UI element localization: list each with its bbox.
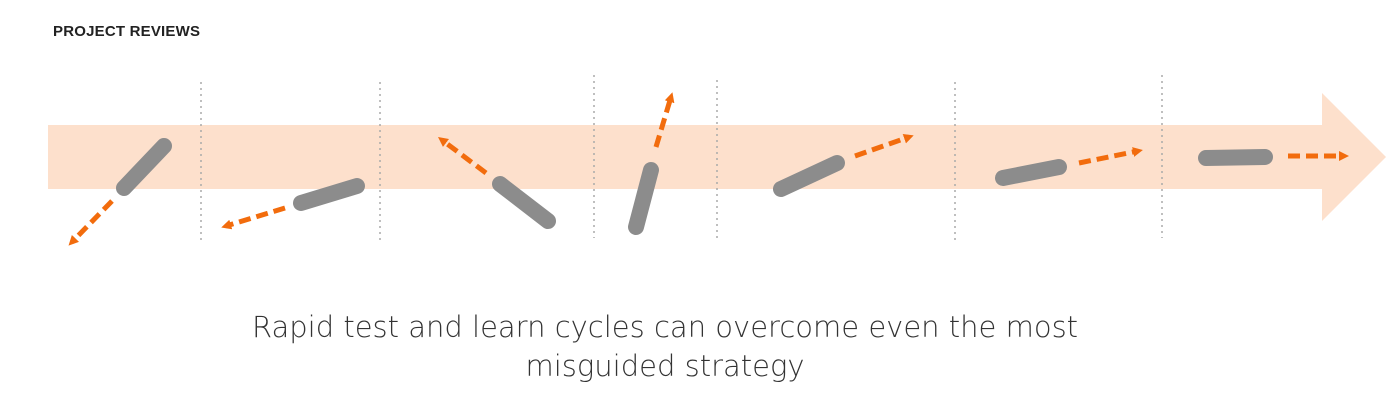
effort-segment-7 <box>1198 149 1273 166</box>
direction-arrow-4 <box>653 92 675 148</box>
effort-segment-4 <box>628 162 659 235</box>
direction-arrow-5 <box>854 133 914 159</box>
direction-band-arrow <box>48 93 1386 221</box>
caption-line-2: misguided strategy <box>525 349 805 383</box>
effort-segment-1 <box>116 138 172 196</box>
effort-segment-6 <box>995 159 1067 186</box>
direction-arrow-6 <box>1078 147 1143 166</box>
direction-arrow-2 <box>221 205 286 230</box>
effort-segments <box>116 138 1273 235</box>
caption: Rapid test and learn cycles can overcome… <box>0 308 1330 386</box>
effort-segment-2 <box>293 178 365 211</box>
review-dividers <box>200 75 1163 242</box>
section-title: PROJECT REVIEWS <box>53 23 201 40</box>
effort-segment-5 <box>773 155 845 197</box>
direction-arrow-3 <box>438 137 488 175</box>
direction-arrow-1 <box>68 199 114 246</box>
caption-line-1: Rapid test and learn cycles can overcome… <box>251 310 1079 344</box>
effort-segment-3 <box>492 176 556 229</box>
iteration-diagram <box>48 75 1386 246</box>
direction-arrows <box>68 92 1349 246</box>
